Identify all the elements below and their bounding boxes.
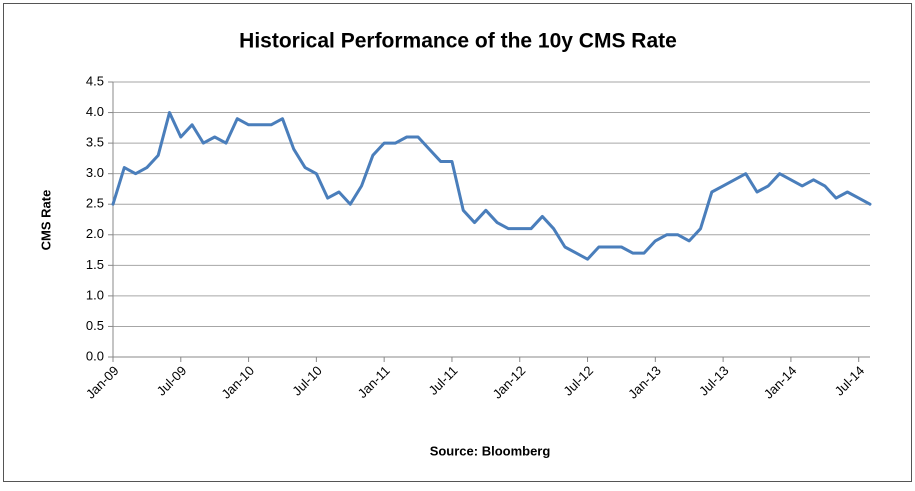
y-tick-label: 3.5 [86, 135, 104, 150]
y-tick-label: 4.5 [86, 73, 104, 88]
y-tick-label: 2.0 [86, 226, 104, 241]
y-tick-label: 3.0 [86, 165, 104, 180]
y-tick-label: 1.0 [86, 287, 104, 302]
chart-title: Historical Performance of the 10y CMS Ra… [239, 30, 677, 53]
y-axis-title: CMS Rate [38, 190, 53, 251]
chart-frame [3, 3, 912, 482]
y-tick-label: 0.0 [86, 348, 104, 363]
x-axis-title: Source: Bloomberg [430, 443, 551, 458]
y-tick-label: 1.5 [86, 257, 104, 272]
y-tick-label: 4.0 [86, 104, 104, 119]
data-line [111, 111, 872, 261]
y-tick-label: 2.5 [86, 196, 104, 211]
y-tick-label: 0.5 [86, 318, 104, 333]
